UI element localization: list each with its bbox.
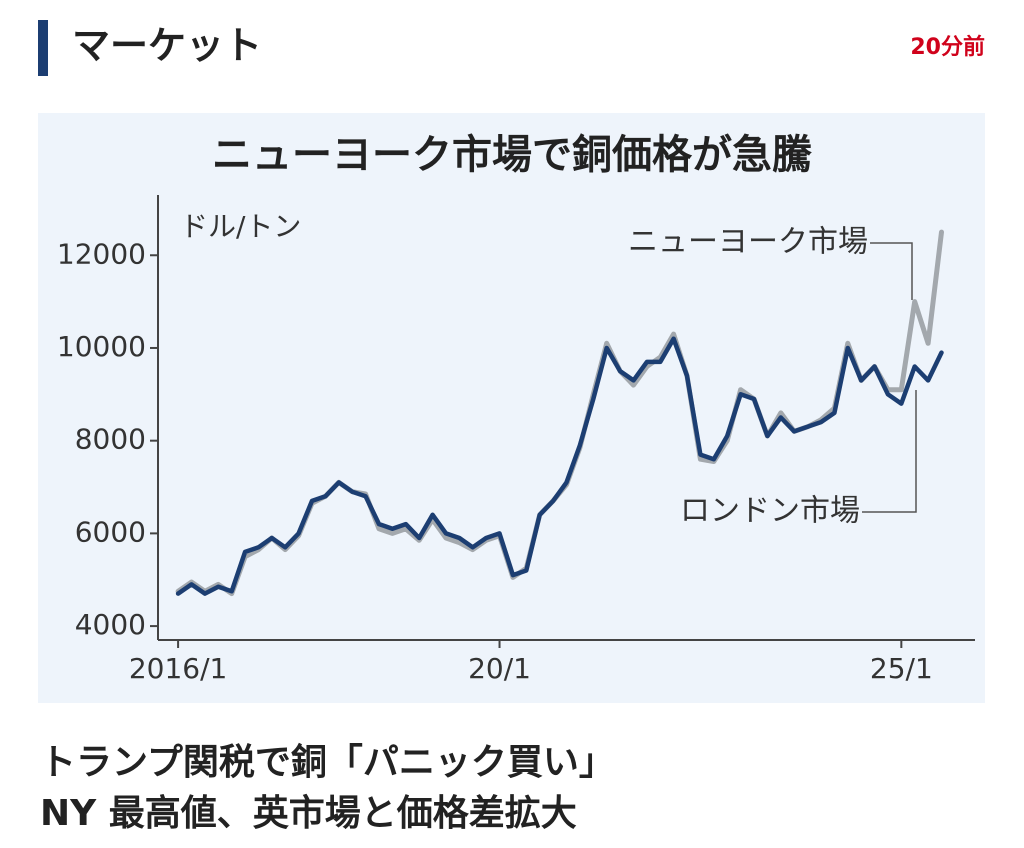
y-tick-label: 4000: [75, 608, 146, 641]
headline[interactable]: トランプ関税で銅「パニック買い」: [40, 741, 615, 783]
y-tick-label: 12000: [57, 237, 146, 270]
chart-title: ニューヨーク市場で銅価格が急騰: [212, 132, 812, 178]
leader-line: [862, 390, 917, 513]
x-tick-label: 25/1: [870, 652, 933, 685]
y-tick-label: 8000: [75, 423, 146, 456]
y-tick-label: 6000: [75, 515, 146, 548]
series-line: [175, 336, 944, 596]
header-title: マーケット: [72, 24, 262, 68]
headline[interactable]: NY 最高値、英市場と価格差拡大: [40, 793, 577, 834]
x-tick-label: 20/1: [468, 652, 531, 685]
series-label: ロンドン市場: [680, 494, 860, 529]
x-tick-label: 2016/1: [129, 652, 228, 685]
time[interactable]: 20分前: [910, 34, 985, 60]
series-label: ニューヨーク市場: [628, 225, 868, 260]
y-axis-label: ドル/トン: [180, 210, 301, 243]
chart-background: [38, 113, 985, 703]
y-tick-label: 10000: [57, 330, 146, 363]
leader-line: [870, 242, 913, 300]
header-accent: [38, 20, 48, 76]
